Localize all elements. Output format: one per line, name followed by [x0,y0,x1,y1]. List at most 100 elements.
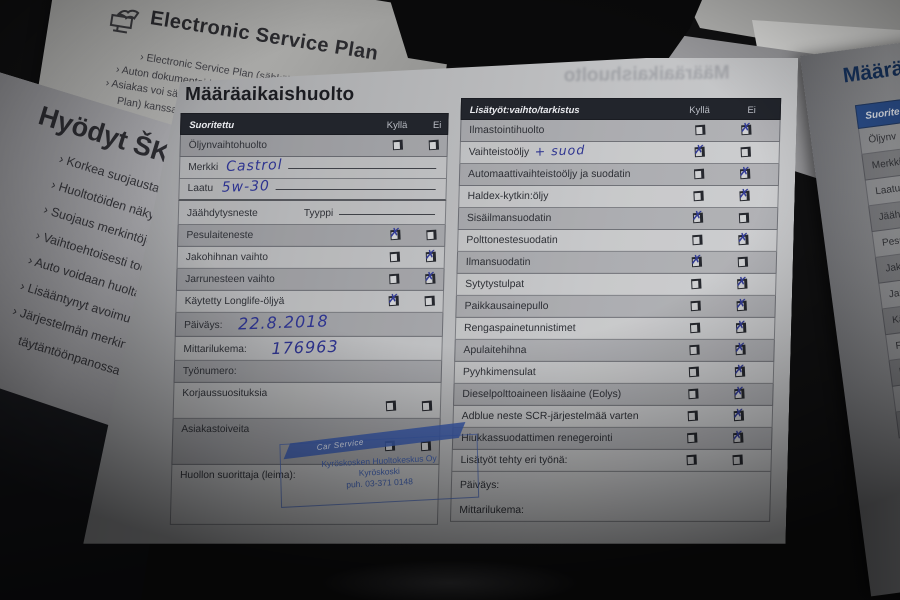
checkbox-kylla: ✗ [695,147,705,158]
row-label: Paikkausainepullo [464,300,549,312]
check-mark: ✗ [738,164,751,181]
performed-column: Suoritettu Kyllä Ei Öljynvaihtohuolto Me… [170,113,449,525]
row-label: Jäähdytysneste [186,207,258,219]
fill-in-line [339,203,435,215]
row-label: Öljynvaihtohuolto [188,139,268,151]
table-row: Automaattivaihteistoöljy ja suodatin ✗ [459,164,780,186]
check-mark: ✗ [733,340,747,357]
table-row-extra-odometer: Mittarilukema: [450,496,771,522]
table-row-washer-fluid: Pesulaiteneste ✗ [177,225,446,247]
check-mark: ✗ [424,247,437,264]
table-row-date: Päiväys: 22.8.2018 [175,313,444,337]
checkbox-ei: ✗ [425,274,435,285]
next-page-table: Suorite Öljynv Merkki Laatu Jäähd Pesul … [854,89,900,439]
service-stamp: Car Service Kyröskosken Huoltokeskus Oy … [279,434,479,508]
check-mark: ✗ [388,225,402,242]
checkbox-ei: ✗ [737,301,747,312]
performed-header-bar: Suoritettu Kyllä Ei [180,113,449,135]
checkbox-kylla [689,345,699,356]
row-label: Huollon suorittaja (leima): [179,469,296,481]
row-label: Sytytystulpat [465,278,525,290]
checkbox-kylla [693,191,703,202]
handwritten-date-value: 22.8.2018 [238,311,329,334]
handwritten-odometer-value: 176963 [271,336,339,359]
checkbox-kylla [691,279,701,290]
check-mark: ✗ [731,428,744,445]
row-label: Työnumero: [182,365,237,377]
table-row: Sisäilmansuodatin ✗ [458,208,779,230]
checkbox-ei: ✗ [735,345,745,356]
check-mark: ✗ [735,274,748,291]
row-label: Automaattivaihteistoöljy ja suodatin [467,168,631,180]
row-label: Päiväys: [183,319,223,331]
row-label: Merkki [188,161,219,173]
table-row: Adblue neste SCR-järjestelmää varten ✗ [452,406,773,428]
checkbox-kylla: ✗ [693,213,703,224]
checkbox-kylla [687,433,697,444]
table-row-longlife-oil: Käytetty Longlife-öljyä ✗ [175,291,444,313]
checkbox-ei: ✗ [734,389,744,400]
table-row-timing-belt: Jakohihnan vaihto ✗ [177,247,446,269]
column-header-no: Ei [432,119,442,131]
row-label: Mittarilukema: [459,504,525,516]
table-row: Ilmansuodatin ✗ [456,252,777,274]
checkbox-ei: ✗ [739,191,749,202]
checkbox-kylla [690,323,700,334]
table-row: Hiukkassuodattimen renegerointi ✗ [452,428,773,450]
table-row: Sytytystulpat ✗ [456,274,777,296]
check-mark: ✗ [734,318,747,335]
checkbox-ei: ✗ [738,235,748,246]
table-row: Apulaitehihna ✗ [454,340,775,362]
row-label: Haldex-kytkin:öljy [467,190,549,202]
checkbox-kylla: ✗ [692,257,702,268]
checkbox-ei [738,257,748,268]
check-mark: ✗ [733,362,746,379]
table-row: Polttonestesuodatin ✗ [457,230,778,252]
checkbox-ei: ✗ [736,323,746,334]
check-mark: ✗ [386,291,400,308]
table-row-service-performer: Huollon suorittaja (leima): Car Service … [170,465,440,525]
next-page-header: Suorite [854,89,900,130]
table-row-oil-change: Öljynvaihtohuolto [179,135,448,157]
checkbox-ei [732,455,742,466]
checkbox-kylla [390,252,400,263]
row-label: Adblue neste SCR-järjestelmää varten [461,410,639,422]
checkbox-ei [425,296,435,307]
check-mark: ✗ [691,208,704,225]
checkbox-ei [422,401,432,412]
table-row: Paikkausainepullo ✗ [455,296,776,318]
checkbox-ei: ✗ [426,252,436,263]
checkbox-kylla [389,274,399,285]
table-row: Dieselpolttoaineen lisäaine (Eolys) ✗ [453,384,774,406]
checkbox-kylla [692,235,702,246]
checkbox-ei [741,147,751,158]
table-row-coolant: Jäähdytysneste Tyyppi [178,201,447,225]
check-mark: ✗ [692,142,706,159]
handwritten-brand-value: Castrol [226,156,283,175]
check-mark: ✗ [732,406,745,423]
additional-header-bar: Lisätyöt:vaihto/tarkistus Kyllä Ei [461,98,782,120]
form-title: Määräaikaishuolto [184,83,355,105]
table-row-extra-date: Päiväys: [451,472,772,496]
check-mark: ✗ [737,186,751,203]
checkbox-kylla [688,389,698,400]
row-label: Asiakastoiveita [181,423,250,435]
check-mark: ✗ [736,230,750,247]
checkbox-kylla [695,125,705,136]
table-row-brand: Merkki Castrol [179,157,448,179]
table-row-grade: Laatu 5w-30 [178,179,447,201]
row-label: Mittarilukema: [183,343,247,355]
checkbox-kylla [688,411,698,422]
row-label: Laatu [187,182,214,194]
checkbox-kylla [386,401,396,412]
table-row: Ilmastointihuolto ✗ [460,120,781,142]
checkbox-ei: ✗ [733,433,743,444]
column-header-yes: Kyllä [386,119,408,131]
performed-header-label: Suoritettu [189,119,235,131]
column-header-yes: Kyllä [689,104,710,116]
checkbox-ei: ✗ [734,411,744,422]
row-label: Vaihteistoöljy [468,146,530,158]
row-label: Dieselpolttoaineen lisäaine (Eolys) [462,388,622,400]
check-mark: ✗ [423,269,436,286]
table-row-repair-recommendations: Korjaussuosituksia [173,383,442,419]
